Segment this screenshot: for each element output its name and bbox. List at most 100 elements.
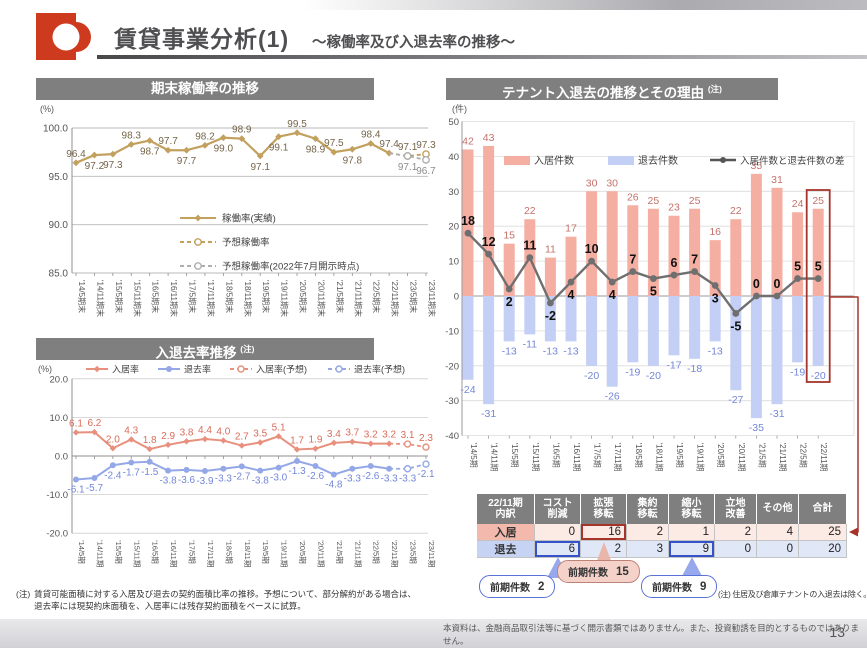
table-cell: 0 xyxy=(757,541,799,558)
svg-text:20: 20 xyxy=(448,222,459,233)
table-column-header: コスト 削減 xyxy=(535,494,581,524)
svg-text:98.2: 98.2 xyxy=(195,131,215,142)
svg-text:'14/11期: '14/11期 xyxy=(490,443,499,472)
svg-text:23: 23 xyxy=(668,202,680,214)
svg-text:-18: -18 xyxy=(687,363,702,375)
table-column-header: 集約 移転 xyxy=(627,494,669,524)
svg-text:97.1: 97.1 xyxy=(398,162,418,173)
svg-text:'19/11期末: '19/11期末 xyxy=(280,280,290,317)
svg-text:2.9: 2.9 xyxy=(161,431,175,442)
svg-text:'22/5期: '22/5期 xyxy=(372,540,381,564)
svg-text:-10.0: -10.0 xyxy=(46,490,68,501)
svg-text:-20: -20 xyxy=(445,361,459,372)
svg-text:-3.0: -3.0 xyxy=(270,473,288,484)
svg-text:-20: -20 xyxy=(811,370,826,382)
svg-text:6: 6 xyxy=(671,256,678,270)
footnote-text: 住居及び倉庫テナントの入退去は除く。 xyxy=(732,590,867,599)
svg-text:'22/11期: '22/11期 xyxy=(819,443,828,472)
svg-text:30: 30 xyxy=(586,177,598,189)
svg-text:11: 11 xyxy=(545,244,556,256)
svg-text:'19/5期: '19/5期 xyxy=(675,443,684,468)
svg-text:-2.1: -2.1 xyxy=(417,469,435,480)
svg-text:3.2: 3.2 xyxy=(364,430,378,441)
footnote-left: (注) 賃貸可能面積に対する入居及び退去の契約面積比率の推移。予想について、部分… xyxy=(16,589,416,613)
table-cell: 2 xyxy=(715,524,757,541)
svg-text:'17/11期: '17/11期 xyxy=(613,443,622,472)
section-title: 期末稼働率の推移 xyxy=(151,81,259,96)
svg-text:-2.6: -2.6 xyxy=(307,471,325,482)
svg-text:(%): (%) xyxy=(38,364,52,374)
svg-text:99.5: 99.5 xyxy=(287,119,307,130)
section-title: テナント入退去の推移とその理由 xyxy=(501,85,705,101)
footer-bar: 本資料は、金融商品取引法等に基づく開示書類ではありません。また、投資勧誘を目的と… xyxy=(0,619,867,648)
svg-text:96.4: 96.4 xyxy=(66,149,86,160)
svg-text:-10: -10 xyxy=(445,326,459,337)
svg-text:-30: -30 xyxy=(445,396,459,407)
svg-text:'17/11期末: '17/11期末 xyxy=(206,280,216,317)
svg-text:4.3: 4.3 xyxy=(124,425,138,436)
svg-text:(%): (%) xyxy=(40,104,54,114)
svg-text:97.3: 97.3 xyxy=(416,140,436,151)
svg-text:-20.0: -20.0 xyxy=(46,529,68,540)
svg-text:-11: -11 xyxy=(523,338,538,350)
svg-text:'22/11期末: '22/11期末 xyxy=(390,280,400,317)
svg-text:'21/11期末: '21/11期末 xyxy=(353,280,363,317)
svg-text:(件): (件) xyxy=(452,103,467,114)
callout-value: 2 xyxy=(538,580,545,593)
section-header-move-rates: 入退去率推移 (注) xyxy=(36,338,374,361)
svg-text:退去件数: 退去件数 xyxy=(638,154,678,167)
svg-text:22: 22 xyxy=(524,205,536,217)
svg-text:22: 22 xyxy=(730,205,742,217)
svg-text:3.2: 3.2 xyxy=(382,430,396,441)
svg-text:6.2: 6.2 xyxy=(87,418,101,429)
chart-occupancy-rate: (%) 100.0 95.0 90.0 85.0 '14/5期末 '14/11期末 '15/5… xyxy=(40,104,437,317)
svg-text:-31: -31 xyxy=(481,408,496,420)
svg-text:-3.3: -3.3 xyxy=(381,474,399,485)
svg-text:2.3: 2.3 xyxy=(419,433,433,444)
svg-text:'22/11期: '22/11期 xyxy=(390,540,399,567)
svg-text:-24: -24 xyxy=(460,384,475,396)
callout-label: 前期件数 xyxy=(652,583,692,594)
svg-text:'21/11期: '21/11期 xyxy=(353,540,362,567)
svg-text:18: 18 xyxy=(461,214,475,228)
svg-text:'15/11期末: '15/11期末 xyxy=(132,280,142,317)
svg-text:98.9: 98.9 xyxy=(306,145,326,156)
footnote-right: (注) 住居及び倉庫テナントの入退去は除く。 xyxy=(718,589,867,600)
svg-text:'17/5期: '17/5期 xyxy=(188,540,197,564)
table-row-label: 退去 xyxy=(477,541,535,558)
svg-text:97.3: 97.3 xyxy=(103,160,123,171)
svg-text:-17: -17 xyxy=(666,359,681,371)
svg-text:40: 40 xyxy=(448,152,459,163)
svg-text:'21/5期末: '21/5期末 xyxy=(335,280,345,313)
table-cell: 9 xyxy=(669,541,715,558)
plot: (%) 100.0 95.0 90.0 85.0 '14/5期末 '14/11期末 '15/5… xyxy=(40,104,437,317)
svg-text:4: 4 xyxy=(609,288,616,302)
svg-text:98.9: 98.9 xyxy=(232,125,252,136)
svg-text:'21/11期: '21/11期 xyxy=(778,443,787,472)
table-column-header: 立地 改善 xyxy=(715,494,757,524)
svg-text:4.0: 4.0 xyxy=(216,427,230,438)
table-cell: 1 xyxy=(669,524,715,541)
svg-text:17: 17 xyxy=(565,223,577,235)
table-cell: 6 xyxy=(535,541,581,558)
svg-text:-3.3: -3.3 xyxy=(215,474,233,485)
callout-prev-count-expand: 前期件数 15 xyxy=(557,560,640,583)
svg-text:85.0: 85.0 xyxy=(49,269,69,280)
footnote-line: 退去率には現契約床面積を、入居率には残存契約面積をベースに試算。 xyxy=(34,600,306,611)
callout-value: 9 xyxy=(700,580,707,593)
svg-text:'20/11期末: '20/11期末 xyxy=(316,280,326,317)
svg-text:'15/5期: '15/5期 xyxy=(114,540,123,564)
svg-text:-3.3: -3.3 xyxy=(399,474,417,485)
svg-text:98.3: 98.3 xyxy=(122,130,142,141)
svg-text:15: 15 xyxy=(503,230,515,242)
svg-text:50: 50 xyxy=(448,117,459,128)
svg-text:5: 5 xyxy=(794,260,801,274)
svg-text:6.1: 6.1 xyxy=(69,418,83,429)
svg-text:1.9: 1.9 xyxy=(309,435,323,446)
footnote-mark: (注) xyxy=(16,589,31,599)
svg-text:0: 0 xyxy=(454,292,459,303)
svg-text:'20/5期末: '20/5期末 xyxy=(298,280,308,313)
svg-text:'15/11期: '15/11期 xyxy=(531,443,540,472)
table-cell: 3 xyxy=(627,541,669,558)
